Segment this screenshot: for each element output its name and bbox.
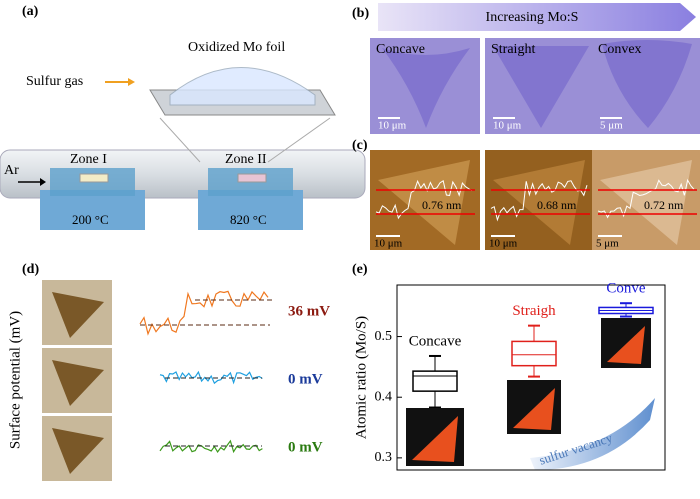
potential-trace — [159, 370, 263, 385]
scale-label: 5 μm — [596, 238, 619, 250]
series-label: Concave — [409, 333, 462, 349]
foil — [169, 67, 316, 106]
series-label: Conve — [606, 281, 646, 297]
image-label: Concave — [376, 42, 425, 57]
flake — [493, 46, 589, 128]
label: Sulfur gas — [26, 74, 83, 89]
y-tick-label: 0.3 — [375, 450, 393, 465]
scale-label: 10 μm — [493, 120, 522, 132]
height-profile — [375, 179, 473, 220]
arrow-head — [40, 178, 46, 186]
box — [412, 370, 458, 392]
zoom-line — [267, 117, 331, 163]
flake — [602, 40, 692, 128]
potential-trace — [139, 290, 269, 336]
label: Zone II — [225, 152, 267, 167]
panel-label: (d) — [22, 262, 39, 277]
label: Zone I — [70, 152, 107, 167]
scale-label: 10 μm — [378, 120, 407, 132]
label: Oxidized Mo foil — [188, 40, 285, 55]
panel-label: (e) — [352, 262, 368, 277]
panel-c: (c) 0.76 nm 10 μm 0.68 nm 10 μm 0.72 nm 5 μm — [352, 138, 700, 250]
potential-label: 36 mV — [288, 303, 330, 319]
label: 200 °C — [72, 212, 109, 227]
flake — [600, 160, 692, 245]
scale-label: 10 μm — [489, 238, 518, 250]
flake — [52, 360, 104, 406]
boat — [79, 173, 109, 183]
panel-label: (a) — [22, 4, 39, 19]
label: Ar — [4, 163, 19, 178]
y-tick-label: 0.5 — [375, 329, 393, 344]
arrow — [378, 3, 696, 31]
image-label: Straight — [491, 42, 535, 57]
flake — [493, 160, 585, 245]
zoom-line — [159, 117, 201, 163]
scale-label: 5 μm — [600, 120, 623, 132]
height-profile — [490, 180, 588, 222]
height-profile — [597, 178, 695, 219]
flake — [52, 428, 104, 474]
panel-label: (b) — [352, 6, 369, 21]
flake — [52, 292, 104, 338]
potential-trace — [159, 439, 263, 454]
box — [511, 340, 557, 367]
height-label: 0.68 nm — [537, 198, 577, 212]
flake — [412, 416, 458, 462]
panel-d: (d) Surface potential (mV) 36 mV 0 mV 0 mV — [7, 262, 330, 481]
panel-b: (b) Increasing Mo:S Concave 10 μm Straight… — [352, 3, 700, 134]
arrow-label: Increasing Mo:S — [486, 10, 579, 25]
boat — [237, 173, 267, 183]
label: 820 °C — [230, 212, 267, 227]
y-axis-label: Atomic ratio (Mo/S) — [353, 316, 369, 439]
panel-label: (c) — [352, 138, 368, 153]
plot-frame — [396, 284, 666, 471]
flake — [382, 48, 470, 128]
arrow-head — [128, 78, 135, 86]
image-label: Convex — [598, 42, 642, 57]
flake — [378, 160, 470, 245]
flake — [513, 388, 555, 430]
series-label: Straigh — [512, 303, 556, 319]
potential-label: 0 mV — [288, 371, 323, 387]
potential-label: 0 mV — [288, 439, 323, 455]
y-axis-label: Surface potential (mV) — [7, 311, 23, 449]
heater — [40, 190, 145, 230]
y-tick-label: 0.4 — [375, 389, 393, 404]
heater — [198, 190, 303, 230]
flake — [607, 326, 645, 364]
height-label: 0.76 nm — [422, 198, 462, 212]
vacancy-arrow — [530, 398, 655, 470]
height-label: 0.72 nm — [644, 198, 684, 212]
scale-label: 10 μm — [374, 238, 403, 250]
panel-a: (a) Oxidized Mo foil Sulfur gas Ar Zone … — [0, 4, 366, 230]
